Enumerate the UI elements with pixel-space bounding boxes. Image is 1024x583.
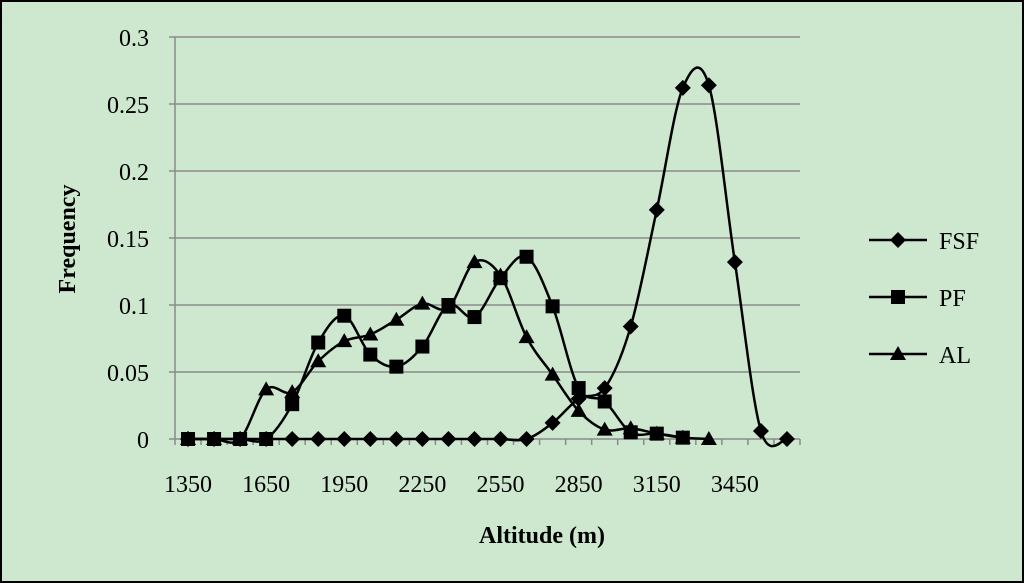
series-line-pf	[188, 254, 684, 443]
data-point-fsf	[752, 422, 769, 439]
gridlines	[175, 36, 800, 373]
data-point-fsf	[518, 431, 535, 447]
data-point-pf	[571, 381, 586, 396]
data-point-pf	[259, 432, 274, 446]
data-point-pf	[337, 308, 352, 323]
data-point-al	[310, 353, 327, 368]
data-point-al	[622, 420, 639, 435]
data-point-fsf	[700, 77, 717, 94]
data-point-fsf	[310, 431, 327, 447]
data-point-al	[336, 333, 353, 348]
legend-item-al: AL	[869, 343, 971, 369]
y-axis-title: Frequency	[55, 185, 81, 294]
axes	[169, 36, 801, 445]
x-tick-label: 2250	[398, 472, 446, 498]
y-tick-label: 0.15	[107, 227, 149, 253]
data-point-al	[492, 267, 509, 282]
y-tick-label: 0.25	[107, 93, 149, 119]
data-point-pf	[545, 299, 560, 314]
data-point-fsf	[674, 79, 691, 96]
data-point-al	[570, 402, 587, 417]
data-point-al	[596, 421, 613, 436]
series-al	[180, 254, 717, 445]
x-tick-label: 2850	[555, 472, 603, 498]
x-axis-title: Altitude (m)	[479, 523, 605, 549]
y-tick-label: 0.05	[107, 361, 149, 387]
data-point-fsf	[726, 254, 743, 271]
legend-marker-diamond	[890, 232, 906, 248]
legend-item-fsf: FSF	[869, 229, 979, 255]
data-point-al	[674, 429, 691, 444]
x-tick-label: 3450	[711, 472, 759, 498]
tick-labels: 0 0.05 0.1 0.15 0.2 0.25 0.3 1350 1650 1950 2250 25…	[107, 26, 759, 498]
data-point-fsf	[466, 431, 483, 447]
legend-label: PF	[939, 286, 966, 312]
data-point-pf	[467, 310, 482, 325]
data-point-pf	[597, 394, 612, 409]
data-point-fsf	[544, 414, 561, 431]
legend-marker-triangle	[890, 346, 906, 360]
data-point-al	[258, 381, 275, 396]
x-tick-label: 1350	[164, 472, 212, 498]
data-point-fsf	[284, 431, 301, 447]
data-point-al	[206, 431, 223, 445]
data-point-pf	[519, 249, 534, 264]
data-point-pf	[363, 347, 378, 362]
data-point-al	[414, 295, 431, 310]
data-point-al	[466, 254, 483, 269]
series-line-al	[188, 258, 709, 444]
data-point-fsf	[414, 431, 431, 447]
legend-marker-square	[891, 290, 905, 304]
series-layer	[180, 66, 795, 448]
data-point-al	[388, 311, 405, 326]
data-point-al	[232, 431, 249, 445]
series-fsf	[180, 66, 795, 448]
data-point-fsf	[362, 431, 379, 447]
y-tick-label: 0.3	[119, 26, 149, 52]
data-point-fsf	[440, 431, 457, 447]
y-tick-label: 0.2	[119, 160, 149, 186]
data-point-fsf	[778, 431, 795, 447]
series-pf	[181, 249, 690, 446]
data-point-al	[362, 326, 379, 341]
legend-item-pf: PF	[869, 286, 966, 312]
legend-label: FSF	[939, 229, 979, 255]
data-point-pf	[285, 397, 300, 412]
data-point-al	[544, 366, 561, 381]
x-tick-label: 3150	[633, 472, 681, 498]
data-point-fsf	[336, 431, 353, 447]
data-point-al	[440, 299, 457, 314]
y-tick-label: 0	[137, 428, 149, 454]
data-point-al	[180, 431, 197, 445]
data-point-al	[518, 329, 535, 344]
data-point-fsf	[388, 431, 405, 447]
data-point-pf	[311, 335, 326, 350]
y-tick-label: 0.1	[119, 294, 149, 320]
legend-label: AL	[939, 343, 971, 369]
data-point-al	[648, 425, 665, 440]
data-point-fsf	[622, 318, 639, 335]
data-point-fsf	[648, 201, 665, 218]
data-point-pf	[415, 339, 430, 354]
data-point-fsf	[492, 431, 509, 447]
legend: FSF PF AL	[869, 229, 979, 369]
x-tick-label: 1650	[242, 472, 290, 498]
data-point-fsf	[596, 380, 613, 397]
x-tick-label: 2550	[477, 472, 525, 498]
x-tick-label: 1950	[320, 472, 368, 498]
data-point-pf	[389, 359, 404, 374]
data-point-al	[700, 431, 717, 445]
data-point-al	[284, 384, 301, 399]
